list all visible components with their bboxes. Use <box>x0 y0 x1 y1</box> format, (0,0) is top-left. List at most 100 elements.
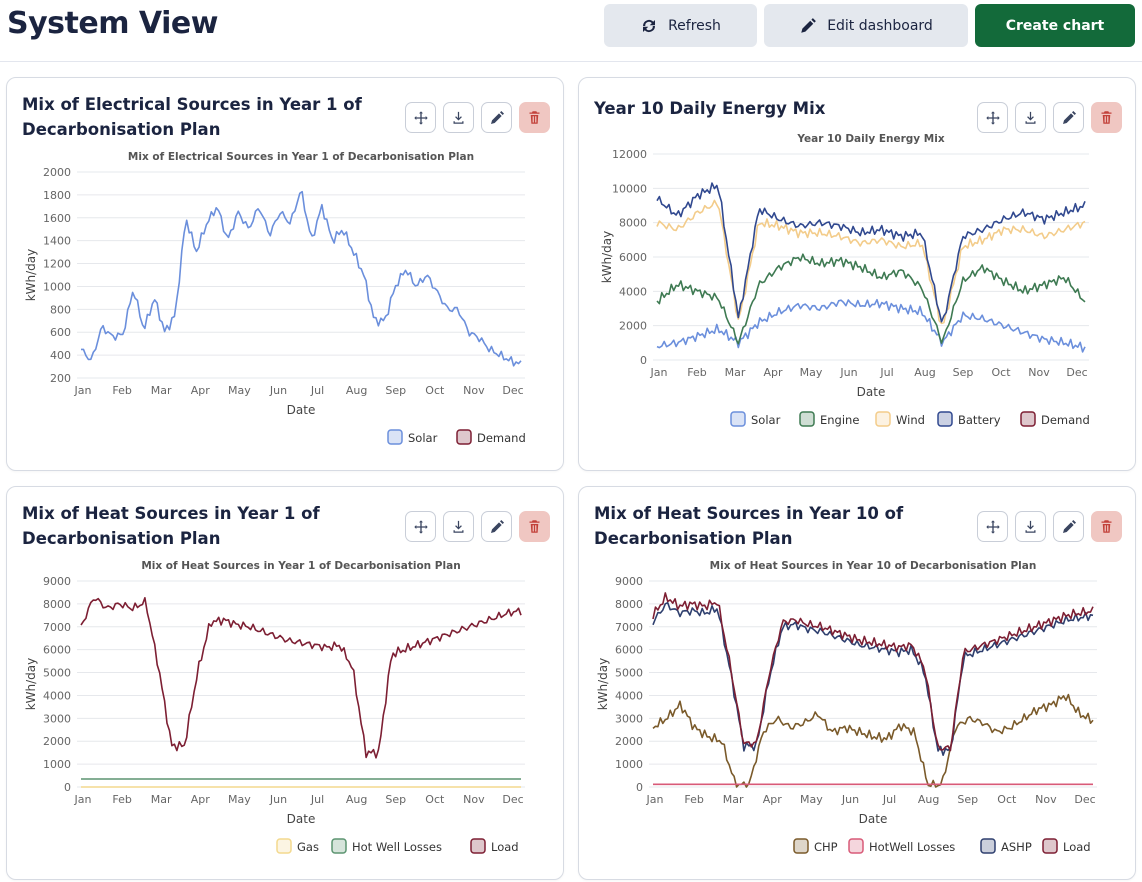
move-button[interactable] <box>405 102 436 133</box>
legend-swatch <box>875 411 891 427</box>
create-chart-label: Create chart <box>1005 17 1105 34</box>
edit-chart-button[interactable] <box>1053 102 1084 133</box>
y-tick-label: 8000 <box>43 598 71 611</box>
delete-button[interactable] <box>1091 102 1122 133</box>
series-line-solar <box>81 190 522 367</box>
legend-item[interactable]: ASHP <box>1001 840 1032 854</box>
pencil-icon <box>490 519 504 533</box>
legend-swatch <box>937 411 953 427</box>
y-tick-label: 600 <box>50 326 71 339</box>
move-button[interactable] <box>405 511 436 542</box>
series-line-battery <box>656 182 1086 323</box>
x-tick-label: Nov <box>463 384 485 397</box>
x-tick-label: Sep <box>957 793 978 806</box>
edit-chart-button[interactable] <box>1053 511 1084 542</box>
legend-item[interactable]: Engine <box>820 413 859 427</box>
legend-item[interactable]: Solar <box>408 431 438 445</box>
y-tick-label: 9000 <box>43 575 71 588</box>
legend-item[interactable]: Load <box>491 840 519 854</box>
edit-chart-button[interactable] <box>481 102 512 133</box>
y-axis-label: kWh/day <box>600 231 614 284</box>
x-tick-label: May <box>228 384 251 397</box>
legend-swatch <box>387 429 403 445</box>
x-tick-label: Jul <box>879 366 893 379</box>
y-tick-label: 8000 <box>619 217 647 230</box>
legend-item[interactable]: HotWell Losses <box>869 840 955 854</box>
legend-item[interactable]: Battery <box>958 413 1001 427</box>
legend-item[interactable]: Hot Well Losses <box>352 840 442 854</box>
delete-button[interactable] <box>519 511 550 542</box>
y-tick-label: 4000 <box>615 689 643 702</box>
edit-dashboard-label: Edit dashboard <box>827 17 933 34</box>
x-tick-label: Oct <box>425 793 445 806</box>
card-title: Year 10 Daily Energy Mix <box>594 99 826 118</box>
series-line-engine <box>656 253 1086 345</box>
x-tick-label: Jul <box>882 793 896 806</box>
x-tick-label: Jul <box>310 384 324 397</box>
create-chart-button[interactable]: Create chart <box>975 4 1135 47</box>
y-tick-label: 1400 <box>43 235 71 248</box>
y-axis-label: kWh/day <box>24 249 38 302</box>
legend-item[interactable]: Demand <box>1041 413 1090 427</box>
move-button[interactable] <box>977 102 1008 133</box>
legend-item[interactable]: CHP <box>814 840 838 854</box>
y-tick-label: 12000 <box>612 148 647 161</box>
download-button[interactable] <box>443 102 474 133</box>
x-tick-label: May <box>228 793 251 806</box>
legend-swatch <box>730 411 746 427</box>
x-tick-label: Jun <box>841 793 859 806</box>
y-tick-label: 2000 <box>43 166 71 179</box>
x-tick-label: Feb <box>687 366 706 379</box>
refresh-label: Refresh <box>668 17 721 34</box>
x-tick-label: Aug <box>918 793 939 806</box>
legend-item[interactable]: Solar <box>751 413 781 427</box>
move-icon <box>413 519 428 534</box>
refresh-icon <box>643 19 656 32</box>
pencil-icon <box>1062 519 1076 533</box>
x-tick-label: Aug <box>346 793 367 806</box>
x-tick-label: Jun <box>839 366 857 379</box>
x-tick-label: May <box>800 793 823 806</box>
delete-button[interactable] <box>1091 511 1122 542</box>
legend-item[interactable]: Demand <box>477 431 526 445</box>
legend-swatch <box>331 838 347 854</box>
x-tick-label: Jan <box>650 366 668 379</box>
page-title: System View <box>7 6 218 41</box>
x-axis-label: Date <box>857 385 886 399</box>
move-icon <box>985 519 1000 534</box>
download-button[interactable] <box>1015 511 1046 542</box>
pencil-icon <box>801 17 817 33</box>
legend-swatch <box>980 838 996 854</box>
edit-chart-button[interactable] <box>481 511 512 542</box>
y-tick-label: 1200 <box>43 258 71 271</box>
card-title: Mix of Heat Sources in Year 10 of Decarb… <box>594 504 904 548</box>
delete-button[interactable] <box>519 102 550 133</box>
download-button[interactable] <box>443 511 474 542</box>
edit-dashboard-button[interactable]: Edit dashboard <box>764 4 968 47</box>
y-tick-label: 3000 <box>615 712 643 725</box>
y-tick-label: 2000 <box>615 735 643 748</box>
series-line-load <box>652 592 1094 752</box>
x-tick-label: Mar <box>151 793 172 806</box>
legend-item[interactable]: Load <box>1063 840 1091 854</box>
y-tick-label: 2000 <box>619 320 647 333</box>
download-icon <box>453 111 464 124</box>
legend-item[interactable]: Wind <box>896 413 925 427</box>
move-button[interactable] <box>977 511 1008 542</box>
y-tick-label: 6000 <box>615 644 643 657</box>
y-tick-label: 2000 <box>43 735 71 748</box>
x-tick-label: May <box>800 366 823 379</box>
y-tick-label: 4000 <box>43 689 71 702</box>
legend-item[interactable]: Gas <box>297 840 319 854</box>
chart-svg: Mix of Heat Sources in Year 1 of Decarbo… <box>24 560 525 854</box>
x-tick-label: Nov <box>1028 366 1050 379</box>
y-tick-label: 800 <box>50 303 71 316</box>
x-tick-label: Oct <box>991 366 1011 379</box>
page-header: System View Refresh Edit dashboard Creat… <box>0 0 1142 62</box>
download-button[interactable] <box>1015 102 1046 133</box>
refresh-button[interactable]: Refresh <box>604 4 757 47</box>
move-icon <box>413 110 428 125</box>
chart-svg: Mix of Electrical Sources in Year 1 of D… <box>24 151 526 445</box>
x-tick-label: Sep <box>385 793 406 806</box>
x-tick-label: Nov <box>463 793 485 806</box>
